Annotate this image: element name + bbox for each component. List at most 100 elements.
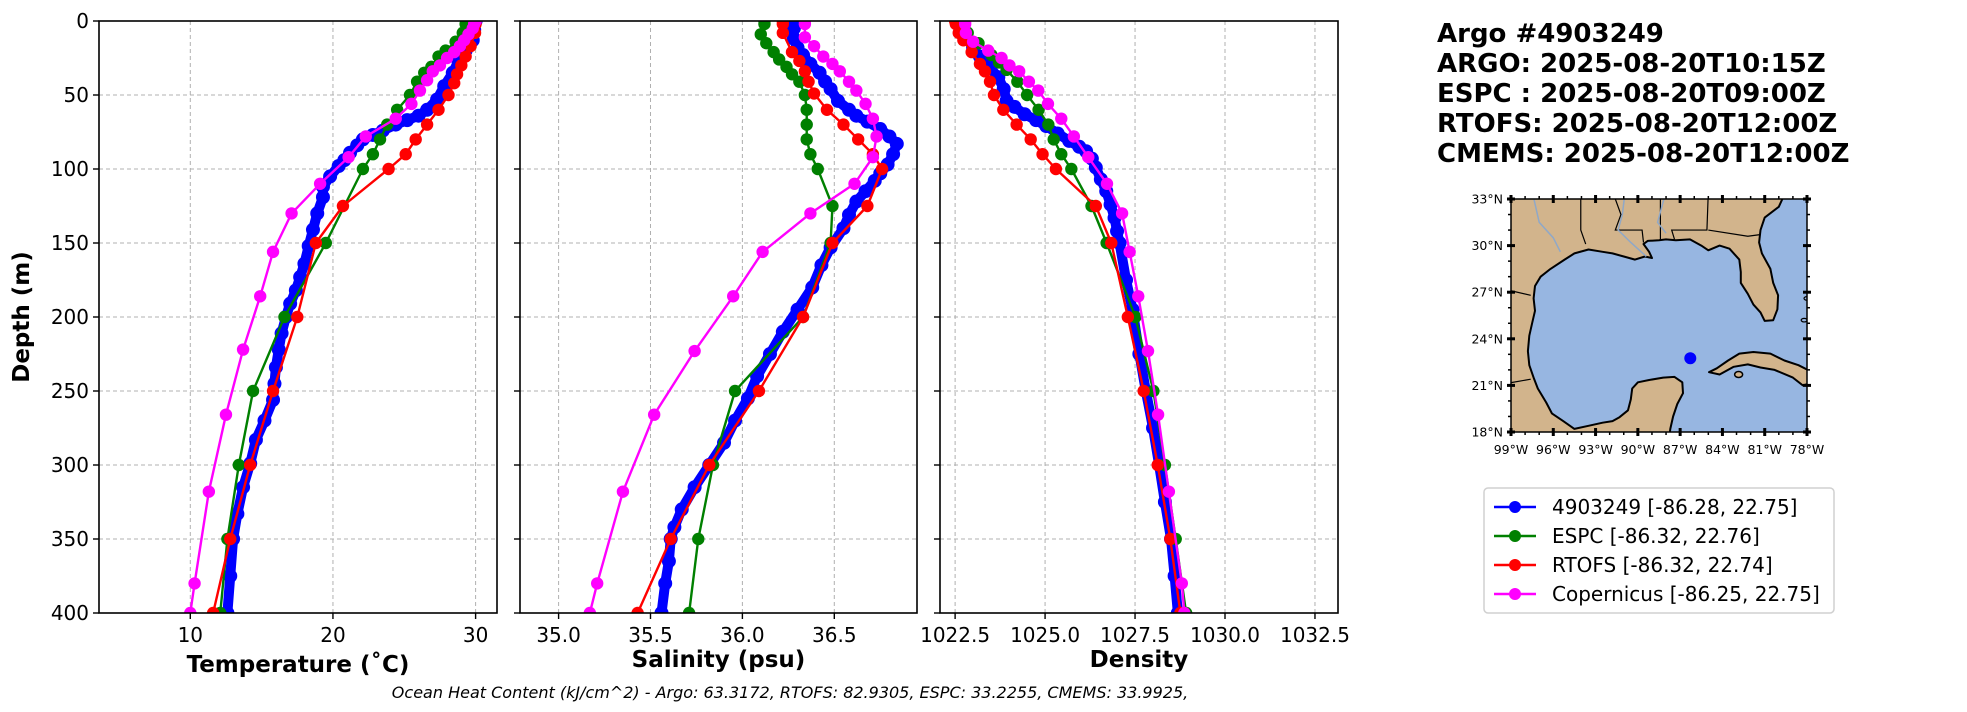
salinity-plot-area <box>583 21 904 613</box>
temperature-point-espc <box>278 310 291 324</box>
salinity-point-argo <box>654 606 669 613</box>
salinity-point-espc <box>800 103 813 117</box>
density-point-argo <box>996 82 1011 97</box>
density-point-espc <box>1047 133 1060 146</box>
density-point-rtofs <box>1105 236 1118 250</box>
argo-time: ARGO: 2025-08-20T10:15Z <box>1437 49 1826 79</box>
density-point-copernicus <box>1132 290 1145 303</box>
temperature-point-argo <box>430 92 445 107</box>
legend-marker-swatch <box>1509 530 1521 542</box>
info-block: Argo #4903249 ARGO: 2025-08-20T10:15Z ES… <box>1437 19 1849 169</box>
temperature-point-copernicus <box>359 130 372 143</box>
salinity-point-rtofs <box>785 45 799 59</box>
salinity-point-espc <box>728 384 742 398</box>
salinity-point-rtofs <box>807 87 821 100</box>
map-lon-label: 87°W <box>1663 442 1698 457</box>
salinity-point-copernicus <box>688 344 701 358</box>
temperature-point-espc <box>356 162 370 176</box>
temperature-point-rtofs <box>442 88 455 102</box>
salinity-point-argo <box>750 369 765 384</box>
salinity-point-espc <box>798 88 812 102</box>
salinity-point-copernicus <box>616 485 630 498</box>
temperature-point-copernicus <box>426 65 440 78</box>
density-point-copernicus <box>982 44 995 57</box>
y-tick-label: 250 <box>51 379 89 403</box>
map-border <box>1511 378 1531 384</box>
density-point-espc <box>1055 148 1068 161</box>
temperature-point-rtofs <box>266 384 280 398</box>
density-series-rtofs <box>948 21 1187 613</box>
salinity-point-copernicus <box>590 577 604 590</box>
density-point-copernicus <box>1055 112 1068 125</box>
salinity-point-copernicus <box>798 31 812 44</box>
temperature-point-copernicus <box>413 84 427 97</box>
density-point-espc <box>1032 103 1045 117</box>
temperature-point-espc <box>319 236 333 250</box>
salinity-point-espc <box>826 199 839 213</box>
salinity-point-espc <box>793 75 806 88</box>
y-tick-label: 200 <box>51 305 89 329</box>
temperature-point-rtofs <box>291 310 304 324</box>
density-point-espc <box>1020 88 1034 102</box>
density-point-argo <box>1103 197 1118 212</box>
density-point-copernicus <box>1115 207 1129 220</box>
temperature-point-copernicus <box>405 97 418 111</box>
temperature-point-rtofs <box>224 532 237 546</box>
temperature-point-copernicus <box>389 112 402 125</box>
temperature-point-rtofs <box>420 118 434 131</box>
density-plot-area <box>948 21 1193 613</box>
temperature-point-espc <box>373 133 387 146</box>
density-series-copernicus <box>958 21 1191 613</box>
density-point-copernicus <box>1067 130 1081 143</box>
temperature-panel: 10 20 30050100150200250300350400Temperatur… <box>51 9 498 678</box>
temperature-point-copernicus <box>420 74 434 87</box>
salinity-point-argo <box>858 184 873 199</box>
x-tick-label: 1025.0 <box>1010 623 1080 647</box>
density-point-rtofs <box>1089 199 1103 213</box>
salinity-point-copernicus <box>850 84 863 97</box>
legend-entry-copernicus: Copernicus [-86.25, 22.75] <box>1494 582 1820 606</box>
temperature-point-copernicus <box>266 245 280 259</box>
map-lat-label: 30°N <box>1471 238 1503 253</box>
legend: 4903249 [-86.28, 22.75] ESPC [-86.32, 22.… <box>1483 487 1835 614</box>
density-point-rtofs <box>1010 118 1023 131</box>
salinity-point-copernicus <box>727 290 740 303</box>
salinity-point-espc <box>682 606 696 613</box>
cmems-time: CMEMS: 2025-08-20T12:00Z <box>1437 139 1849 169</box>
salinity-point-copernicus <box>848 177 861 190</box>
temperature-point-argo <box>400 113 415 128</box>
map-island <box>1803 296 1807 301</box>
temperature-point-copernicus <box>285 207 298 220</box>
legend-entry-rtofs: RTOFS [-86.32, 22.74] <box>1494 553 1773 577</box>
salinity-point-argo <box>830 93 845 108</box>
map-lat-label: 33°N <box>1471 192 1503 207</box>
x-tick-label: 1027.5 <box>1100 623 1170 647</box>
y-tick-label: 100 <box>51 157 89 181</box>
temperature-axis-title: Temperature (˚C) <box>187 651 410 678</box>
temperature-plot-area <box>184 21 483 613</box>
temperature-point-espc <box>232 458 245 472</box>
density-point-rtofs <box>987 88 1001 102</box>
rtofs-time: RTOFS: 2025-08-20T12:00Z <box>1437 109 1837 139</box>
density-point-rtofs <box>1137 384 1150 398</box>
salinity-point-argo <box>836 221 851 236</box>
ocean-heat-content-caption: Ocean Heat Content (kJ/cm^2) - Argo: 63.… <box>392 683 1188 702</box>
x-tick-label: 36.5 <box>812 623 857 647</box>
salinity-point-argo <box>661 554 676 569</box>
salinity-point-rtofs <box>851 133 865 146</box>
density-point-argo <box>1017 107 1032 122</box>
salinity-point-argo <box>849 194 864 209</box>
temperature-point-copernicus <box>202 485 216 498</box>
density-point-copernicus <box>1162 485 1176 498</box>
salinity-point-copernicus <box>798 21 812 31</box>
salinity-point-rtofs <box>820 103 834 117</box>
y-tick-label: 50 <box>64 83 89 107</box>
location-map: 99°W 96°W 93°W 90°W 87°W 84°W 81°W 78°W 33°N 30°N… <box>1471 192 1824 458</box>
x-tick-label: 20 <box>320 623 345 647</box>
temperature-point-copernicus <box>184 606 197 613</box>
map-border <box>1580 199 1587 245</box>
salinity-point-copernicus <box>817 50 830 63</box>
salinity-point-espc <box>758 21 771 31</box>
salinity-point-rtofs <box>861 199 874 213</box>
